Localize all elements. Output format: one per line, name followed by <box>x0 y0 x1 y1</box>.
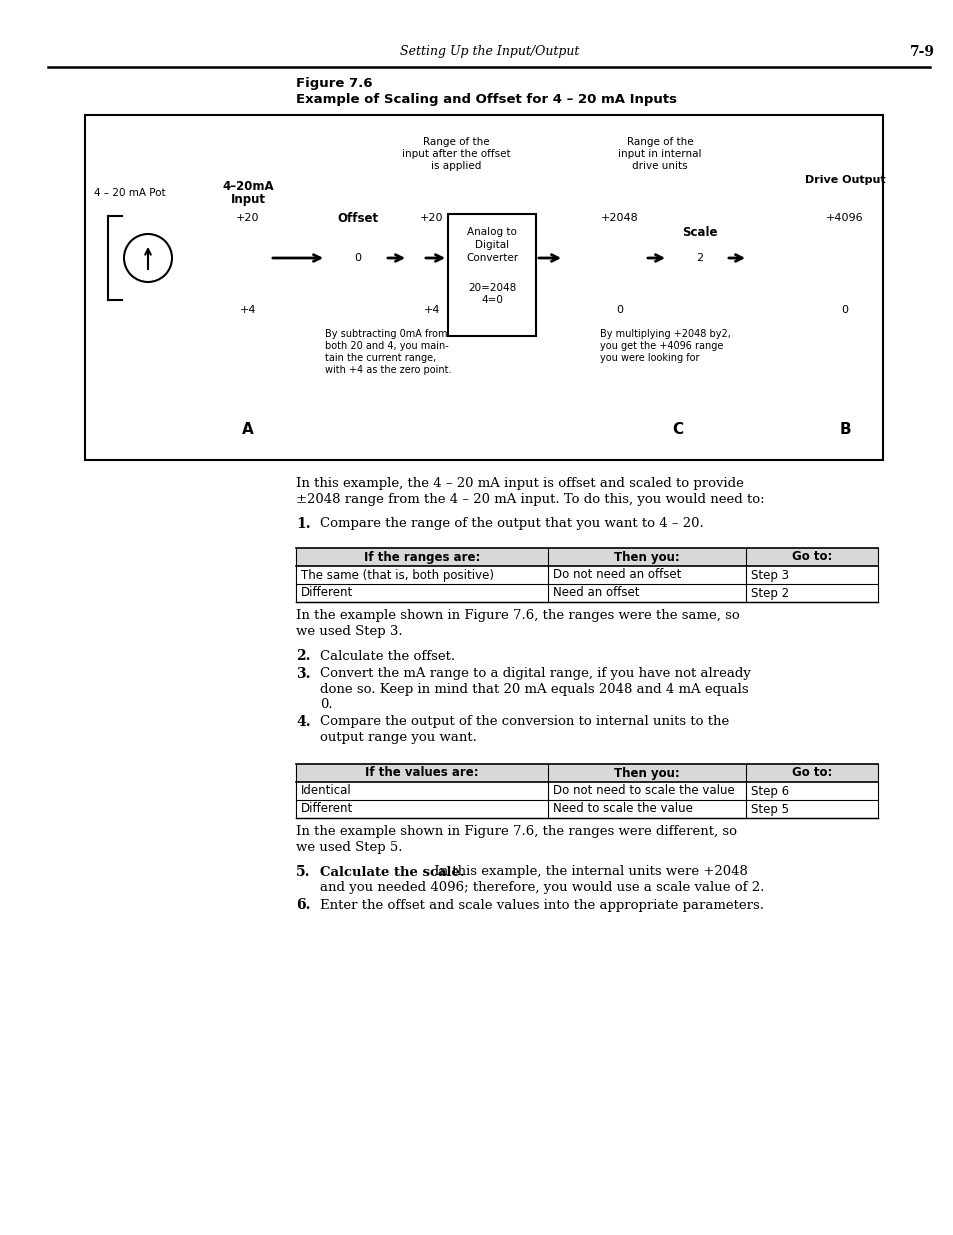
Text: output range you want.: output range you want. <box>319 730 476 743</box>
Text: Offset: Offset <box>337 211 378 225</box>
Text: Go to:: Go to: <box>791 767 831 779</box>
Text: In this example, the internal units were +2048: In this example, the internal units were… <box>430 866 747 878</box>
Text: 4–20mA: 4–20mA <box>222 179 274 193</box>
Text: 0: 0 <box>355 253 361 263</box>
Text: In this example, the 4 – 20 mA input is offset and scaled to provide: In this example, the 4 – 20 mA input is … <box>295 478 743 490</box>
Text: Then you:: Then you: <box>614 767 679 779</box>
Text: with +4 as the zero point.: with +4 as the zero point. <box>325 366 451 375</box>
Text: 6.: 6. <box>295 898 310 911</box>
Text: Step 3: Step 3 <box>750 568 788 582</box>
Text: Different: Different <box>301 803 353 815</box>
Text: both 20 and 4, you main-: both 20 and 4, you main- <box>325 341 448 351</box>
Text: Enter the offset and scale values into the appropriate parameters.: Enter the offset and scale values into t… <box>319 899 763 911</box>
Bar <box>295 548 877 566</box>
Text: Compare the range of the output that you want to 4 – 20.: Compare the range of the output that you… <box>319 517 703 531</box>
Text: In the example shown in Figure 7.6, the ranges were the same, so: In the example shown in Figure 7.6, the … <box>295 610 739 622</box>
Text: A: A <box>242 422 253 437</box>
Text: 2: 2 <box>696 253 702 263</box>
Text: Step 6: Step 6 <box>750 784 788 798</box>
Text: we used Step 3.: we used Step 3. <box>295 625 402 637</box>
Text: Setting Up the Input/Output: Setting Up the Input/Output <box>400 46 579 58</box>
Text: Need an offset: Need an offset <box>553 587 639 599</box>
Text: 4.: 4. <box>295 715 311 729</box>
Text: Digital: Digital <box>475 240 509 249</box>
Text: and you needed 4096; therefore, you would use a scale value of 2.: and you needed 4096; therefore, you woul… <box>319 881 763 893</box>
Text: Range of the: Range of the <box>422 137 489 147</box>
Text: +4: +4 <box>423 305 439 315</box>
Text: Example of Scaling and Offset for 4 – 20 mA Inputs: Example of Scaling and Offset for 4 – 20… <box>295 94 677 106</box>
Text: 0.: 0. <box>319 698 333 710</box>
Text: Different: Different <box>301 587 353 599</box>
Text: you get the +4096 range: you get the +4096 range <box>599 341 722 351</box>
Text: Need to scale the value: Need to scale the value <box>553 803 692 815</box>
Text: is applied: is applied <box>431 161 480 170</box>
Text: By subtracting 0mA from: By subtracting 0mA from <box>325 329 447 338</box>
Text: 3.: 3. <box>295 667 310 680</box>
Text: 4=0: 4=0 <box>480 295 502 305</box>
Text: input in internal: input in internal <box>618 149 701 159</box>
Text: Drive Output: Drive Output <box>803 175 884 185</box>
Text: The same (that is, both positive): The same (that is, both positive) <box>301 568 494 582</box>
Text: If the values are:: If the values are: <box>365 767 478 779</box>
Text: ±2048 range from the 4 – 20 mA input. To do this, you would need to:: ±2048 range from the 4 – 20 mA input. To… <box>295 493 763 505</box>
Text: Input: Input <box>231 193 265 205</box>
Text: Do not need to scale the value: Do not need to scale the value <box>553 784 734 798</box>
Text: 1.: 1. <box>295 517 311 531</box>
Text: Compare the output of the conversion to internal units to the: Compare the output of the conversion to … <box>319 715 728 729</box>
Text: 2.: 2. <box>295 650 310 663</box>
Text: Go to:: Go to: <box>791 551 831 563</box>
Text: 20=2048: 20=2048 <box>467 283 516 293</box>
Text: drive units: drive units <box>632 161 687 170</box>
Text: 7-9: 7-9 <box>908 44 934 59</box>
Text: 0: 0 <box>841 305 847 315</box>
Text: +20: +20 <box>420 212 443 224</box>
Text: +2048: +2048 <box>600 212 639 224</box>
Text: 5.: 5. <box>295 864 310 879</box>
Text: +20: +20 <box>236 212 259 224</box>
Text: 4 – 20 mA Pot: 4 – 20 mA Pot <box>94 188 166 198</box>
Text: Range of the: Range of the <box>626 137 693 147</box>
Text: Converter: Converter <box>465 253 517 263</box>
Text: done so. Keep in mind that 20 mA equals 2048 and 4 mA equals: done so. Keep in mind that 20 mA equals … <box>319 683 748 695</box>
Bar <box>85 115 882 459</box>
Text: Figure 7.6: Figure 7.6 <box>295 78 372 90</box>
Text: Scale: Scale <box>681 226 717 238</box>
Text: input after the offset: input after the offset <box>401 149 510 159</box>
Text: you were looking for: you were looking for <box>599 353 699 363</box>
Text: tain the current range,: tain the current range, <box>325 353 436 363</box>
Text: Convert the mA range to a digital range, if you have not already: Convert the mA range to a digital range,… <box>319 667 750 680</box>
Text: Calculate the offset.: Calculate the offset. <box>319 650 455 662</box>
Text: +4096: +4096 <box>825 212 862 224</box>
Text: C: C <box>672 422 683 437</box>
Text: Then you:: Then you: <box>614 551 679 563</box>
Text: Do not need an offset: Do not need an offset <box>553 568 680 582</box>
Text: B: B <box>839 422 850 437</box>
Text: If the ranges are:: If the ranges are: <box>363 551 479 563</box>
Text: Calculate the scale.: Calculate the scale. <box>319 866 464 878</box>
Text: Analog to: Analog to <box>467 227 517 237</box>
Text: Step 5: Step 5 <box>750 803 788 815</box>
Bar <box>295 764 877 782</box>
Text: 0: 0 <box>616 305 623 315</box>
Text: By multiplying +2048 by2,: By multiplying +2048 by2, <box>599 329 730 338</box>
Text: we used Step 5.: we used Step 5. <box>295 841 402 853</box>
Text: Identical: Identical <box>301 784 352 798</box>
Text: +4: +4 <box>239 305 256 315</box>
Text: Step 2: Step 2 <box>750 587 788 599</box>
Bar <box>448 214 536 336</box>
Text: In the example shown in Figure 7.6, the ranges were different, so: In the example shown in Figure 7.6, the … <box>295 825 737 839</box>
